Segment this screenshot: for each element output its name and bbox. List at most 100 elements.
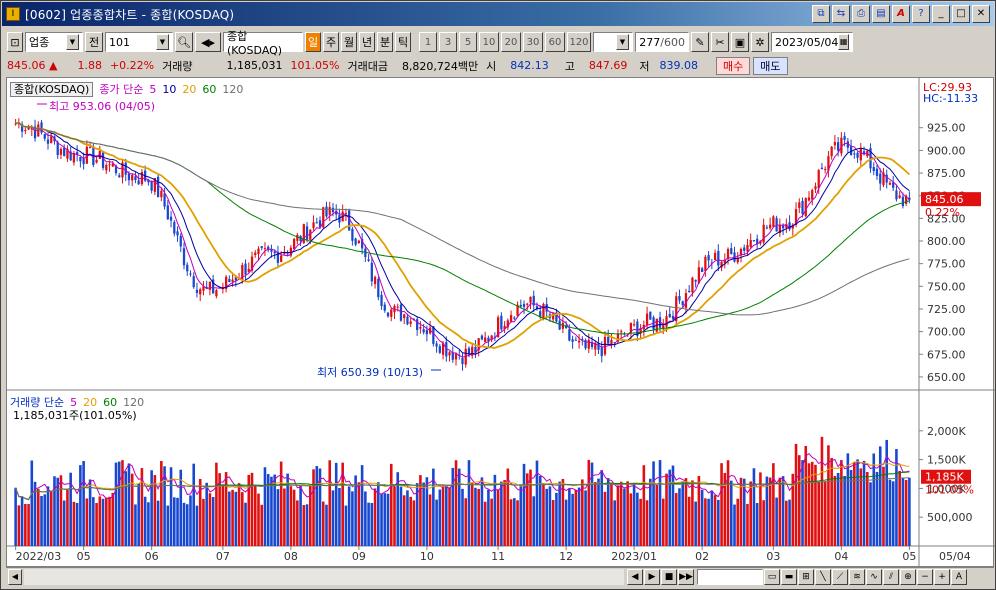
cursor-icon[interactable]: ✎ bbox=[691, 32, 709, 52]
speed-slider[interactable] bbox=[697, 568, 763, 585]
interval-3[interactable]: 3 bbox=[439, 32, 457, 52]
channel-tool-icon[interactable]: ⫽ bbox=[883, 568, 899, 585]
pattern-tool-icon[interactable]: ∿ bbox=[866, 568, 882, 585]
trend-tool-icon[interactable]: ⟋ bbox=[832, 568, 848, 585]
ma10-label[interactable]: 10 bbox=[162, 82, 177, 96]
interval-20[interactable]: 20 bbox=[501, 32, 521, 52]
period-day[interactable]: 일 bbox=[305, 32, 321, 52]
maximize-button[interactable]: □ bbox=[952, 5, 970, 23]
stop-icon[interactable]: ■ bbox=[661, 568, 677, 585]
minus-icon[interactable]: − bbox=[917, 568, 933, 585]
volume-bar bbox=[451, 467, 455, 546]
volume-bar bbox=[283, 488, 286, 546]
market-type-select[interactable]: 업종 ▼ bbox=[25, 32, 83, 52]
interval-30[interactable]: 30 bbox=[523, 32, 543, 52]
candle-body bbox=[59, 148, 63, 155]
period-minute[interactable]: 분 bbox=[377, 32, 393, 52]
calendar-icon[interactable]: ▦ bbox=[838, 34, 849, 50]
candle-body bbox=[286, 253, 289, 255]
candle-body bbox=[769, 224, 772, 229]
candle-body bbox=[244, 263, 247, 275]
chevron-down-icon[interactable]: ▼ bbox=[66, 34, 79, 50]
candle-body bbox=[778, 224, 781, 234]
volume-bar bbox=[713, 495, 717, 546]
volume-bar bbox=[590, 462, 594, 546]
candle-body bbox=[713, 252, 717, 260]
volume-bar bbox=[202, 498, 205, 546]
ma60-label[interactable]: 60 bbox=[202, 82, 217, 96]
chevron-down-icon[interactable]: ▼ bbox=[616, 34, 629, 50]
vma20-label[interactable]: 20 bbox=[83, 395, 98, 409]
volume-bar bbox=[891, 481, 895, 546]
volume-bar bbox=[846, 453, 850, 546]
volume-bar bbox=[639, 498, 642, 546]
count-field[interactable]: 277/600 bbox=[635, 32, 689, 52]
play-back-icon[interactable]: ◀ bbox=[627, 568, 643, 585]
candle-body bbox=[843, 136, 846, 140]
scroll-left-icon[interactable]: ◀ bbox=[8, 568, 22, 585]
scroll-track[interactable] bbox=[24, 568, 624, 585]
candle-body bbox=[629, 322, 633, 333]
interval-120[interactable]: 120 bbox=[567, 32, 591, 52]
chart-area[interactable]: 925.00900.00875.00850.00825.00800.00775.… bbox=[6, 77, 995, 568]
sell-button[interactable]: 매도 bbox=[753, 56, 788, 75]
volume-bar bbox=[603, 491, 607, 546]
plus-icon[interactable]: + bbox=[934, 568, 950, 585]
code-input[interactable]: 101 ▼ bbox=[105, 32, 173, 52]
title-bar[interactable]: I [0602] 업종종합차트 - 종합(KOSDAQ) ⧉ ⇆ ⎙ ▤ A ?… bbox=[2, 2, 994, 26]
date-input[interactable]: 2023/05/04 ▦ bbox=[771, 32, 853, 52]
link-icon[interactable]: ⧉ bbox=[812, 5, 830, 23]
close-button[interactable]: ✕ bbox=[972, 5, 990, 23]
period-month[interactable]: 월 bbox=[341, 32, 357, 52]
tools-icon[interactable]: ✂ bbox=[711, 32, 729, 52]
ma5-label[interactable]: 5 bbox=[149, 82, 157, 96]
volume-bar bbox=[571, 493, 574, 546]
magnify-icon[interactable]: ⊕ bbox=[900, 568, 916, 585]
candle-body bbox=[305, 226, 309, 240]
font-icon[interactable]: A bbox=[892, 5, 910, 23]
settings-icon[interactable]: ✲ bbox=[751, 32, 769, 52]
period-tick[interactable]: 틱 bbox=[395, 32, 411, 52]
period-week[interactable]: 주 bbox=[323, 32, 339, 52]
save-icon[interactable]: ▤ bbox=[872, 5, 890, 23]
fast-forward-icon[interactable]: ▶▶ bbox=[678, 568, 694, 585]
ma20-label[interactable]: 20 bbox=[182, 82, 197, 96]
print-icon[interactable]: ⎙ bbox=[852, 5, 870, 23]
share-icon[interactable]: ⇆ bbox=[832, 5, 850, 23]
disk-icon[interactable]: ▣ bbox=[731, 32, 749, 52]
buy-button[interactable]: 매수 bbox=[716, 56, 751, 75]
interval-5[interactable]: 5 bbox=[459, 32, 477, 52]
price-tick-label: 875.00 bbox=[927, 167, 966, 180]
interval-1[interactable]: 1 bbox=[419, 32, 437, 52]
text-tool-icon[interactable]: A bbox=[951, 568, 967, 585]
zoom-in-icon[interactable]: ▬ bbox=[781, 568, 797, 585]
candle-body bbox=[406, 316, 409, 325]
chevron-down-icon[interactable]: ▼ bbox=[156, 34, 169, 50]
vma60-label[interactable]: 60 bbox=[103, 395, 118, 409]
chart-scrollbar[interactable]: ◀ ◀ ▶ ■ ▶▶ ▭ ▬ ⊞ ╲ ⟋ ≋ ∿ ⫽ ⊕ − + A bbox=[6, 567, 994, 585]
vma120-label[interactable]: 120 bbox=[123, 395, 145, 409]
interval-select[interactable]: ▼ bbox=[593, 32, 633, 52]
search-icon[interactable]: 🔍︎ bbox=[175, 32, 193, 52]
speaker-icon[interactable]: ◀▸ bbox=[195, 32, 221, 52]
interval-10[interactable]: 10 bbox=[479, 32, 499, 52]
fib-tool-icon[interactable]: ≋ bbox=[849, 568, 865, 585]
ma120-label[interactable]: 120 bbox=[222, 82, 244, 96]
vma5-label[interactable]: 5 bbox=[70, 395, 78, 409]
volume-bar bbox=[490, 498, 493, 546]
series-tag[interactable]: 종합(KOSDAQ) bbox=[10, 81, 94, 97]
line-tool-icon[interactable]: ╲ bbox=[815, 568, 831, 585]
interval-60[interactable]: 60 bbox=[545, 32, 565, 52]
fit-icon[interactable]: ⊞ bbox=[798, 568, 814, 585]
volume-bar bbox=[312, 469, 315, 546]
help-icon[interactable]: ? bbox=[912, 5, 930, 23]
play-icon[interactable]: ▶ bbox=[644, 568, 660, 585]
all-button[interactable]: 전 bbox=[85, 32, 103, 52]
x-tick-label: 08 bbox=[284, 550, 298, 563]
candle-body bbox=[380, 294, 383, 307]
minimize-button[interactable]: _ bbox=[932, 5, 950, 23]
price-volume-chart[interactable]: 925.00900.00875.00850.00825.00800.00775.… bbox=[7, 78, 995, 568]
period-year[interactable]: 년 bbox=[359, 32, 375, 52]
zoom-out-icon[interactable]: ▭ bbox=[764, 568, 780, 585]
lock-icon[interactable]: ⊡ bbox=[7, 32, 23, 52]
